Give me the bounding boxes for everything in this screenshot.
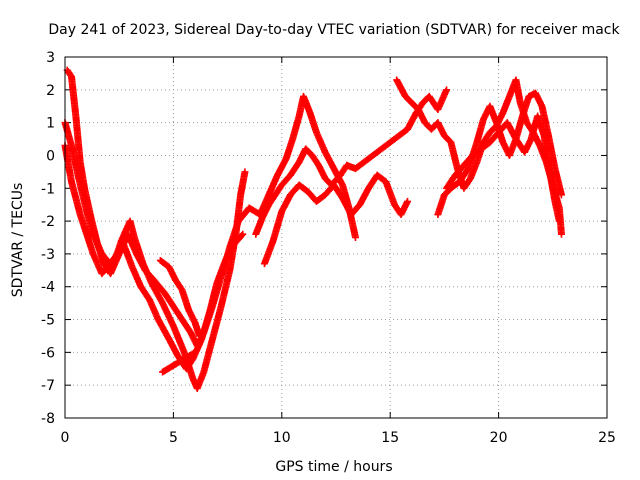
y-tick-label: 3 xyxy=(46,50,55,66)
series-track-4 xyxy=(252,86,451,238)
data-series xyxy=(61,66,565,392)
series-track-2 xyxy=(61,142,247,373)
data-point xyxy=(239,230,247,238)
series-track-7 xyxy=(434,89,565,219)
x-tick-label: 25 xyxy=(598,430,616,446)
series-track-10 xyxy=(159,348,199,376)
data-point xyxy=(195,332,203,340)
data-point xyxy=(190,349,198,357)
y-tick-label: -7 xyxy=(41,378,55,394)
x-axis-label: GPS time / hours xyxy=(275,459,392,475)
chart-title: Day 241 of 2023, Sidereal Day-to-day VTE… xyxy=(48,22,620,38)
data-point xyxy=(555,217,563,225)
y-tick-label: 2 xyxy=(46,83,55,99)
y-tick-label: -1 xyxy=(41,181,55,197)
y-tick-label: 0 xyxy=(46,148,55,164)
y-tick-label: -8 xyxy=(41,411,55,427)
y-tick-label: 1 xyxy=(46,116,55,132)
data-point xyxy=(443,86,451,94)
x-tick-label: 15 xyxy=(381,430,399,446)
y-tick-label: -6 xyxy=(41,345,55,361)
y-tick-label: -5 xyxy=(41,313,55,329)
y-tick-label: -4 xyxy=(41,280,55,296)
series-track-9 xyxy=(156,256,203,340)
data-point xyxy=(238,231,246,239)
y-tick-label: -2 xyxy=(41,214,55,230)
x-tick-label: 5 xyxy=(169,430,178,446)
axis-ticks: 0 5 10 15 20 25 -8 -7 -6 -5 -4 -3 -2 -1 0 1 2 3 xyxy=(41,50,616,446)
data-point xyxy=(404,197,412,205)
series-track-5 xyxy=(260,171,412,268)
plot-frame xyxy=(64,56,608,419)
y-tick-label: -3 xyxy=(41,247,55,263)
series-track-8 xyxy=(443,112,563,225)
y-axis-label: SDTVAR / TECUs xyxy=(10,183,26,298)
data-point xyxy=(191,348,199,356)
data-point xyxy=(557,191,565,199)
data-point xyxy=(352,234,360,241)
x-tick-label: 20 xyxy=(490,430,508,446)
x-tick-label: 0 xyxy=(61,430,70,446)
data-point xyxy=(241,168,249,176)
data-point xyxy=(557,230,565,238)
x-tick-label: 10 xyxy=(273,430,291,446)
series-track-3 xyxy=(63,66,360,350)
series-track-1 xyxy=(61,119,249,392)
